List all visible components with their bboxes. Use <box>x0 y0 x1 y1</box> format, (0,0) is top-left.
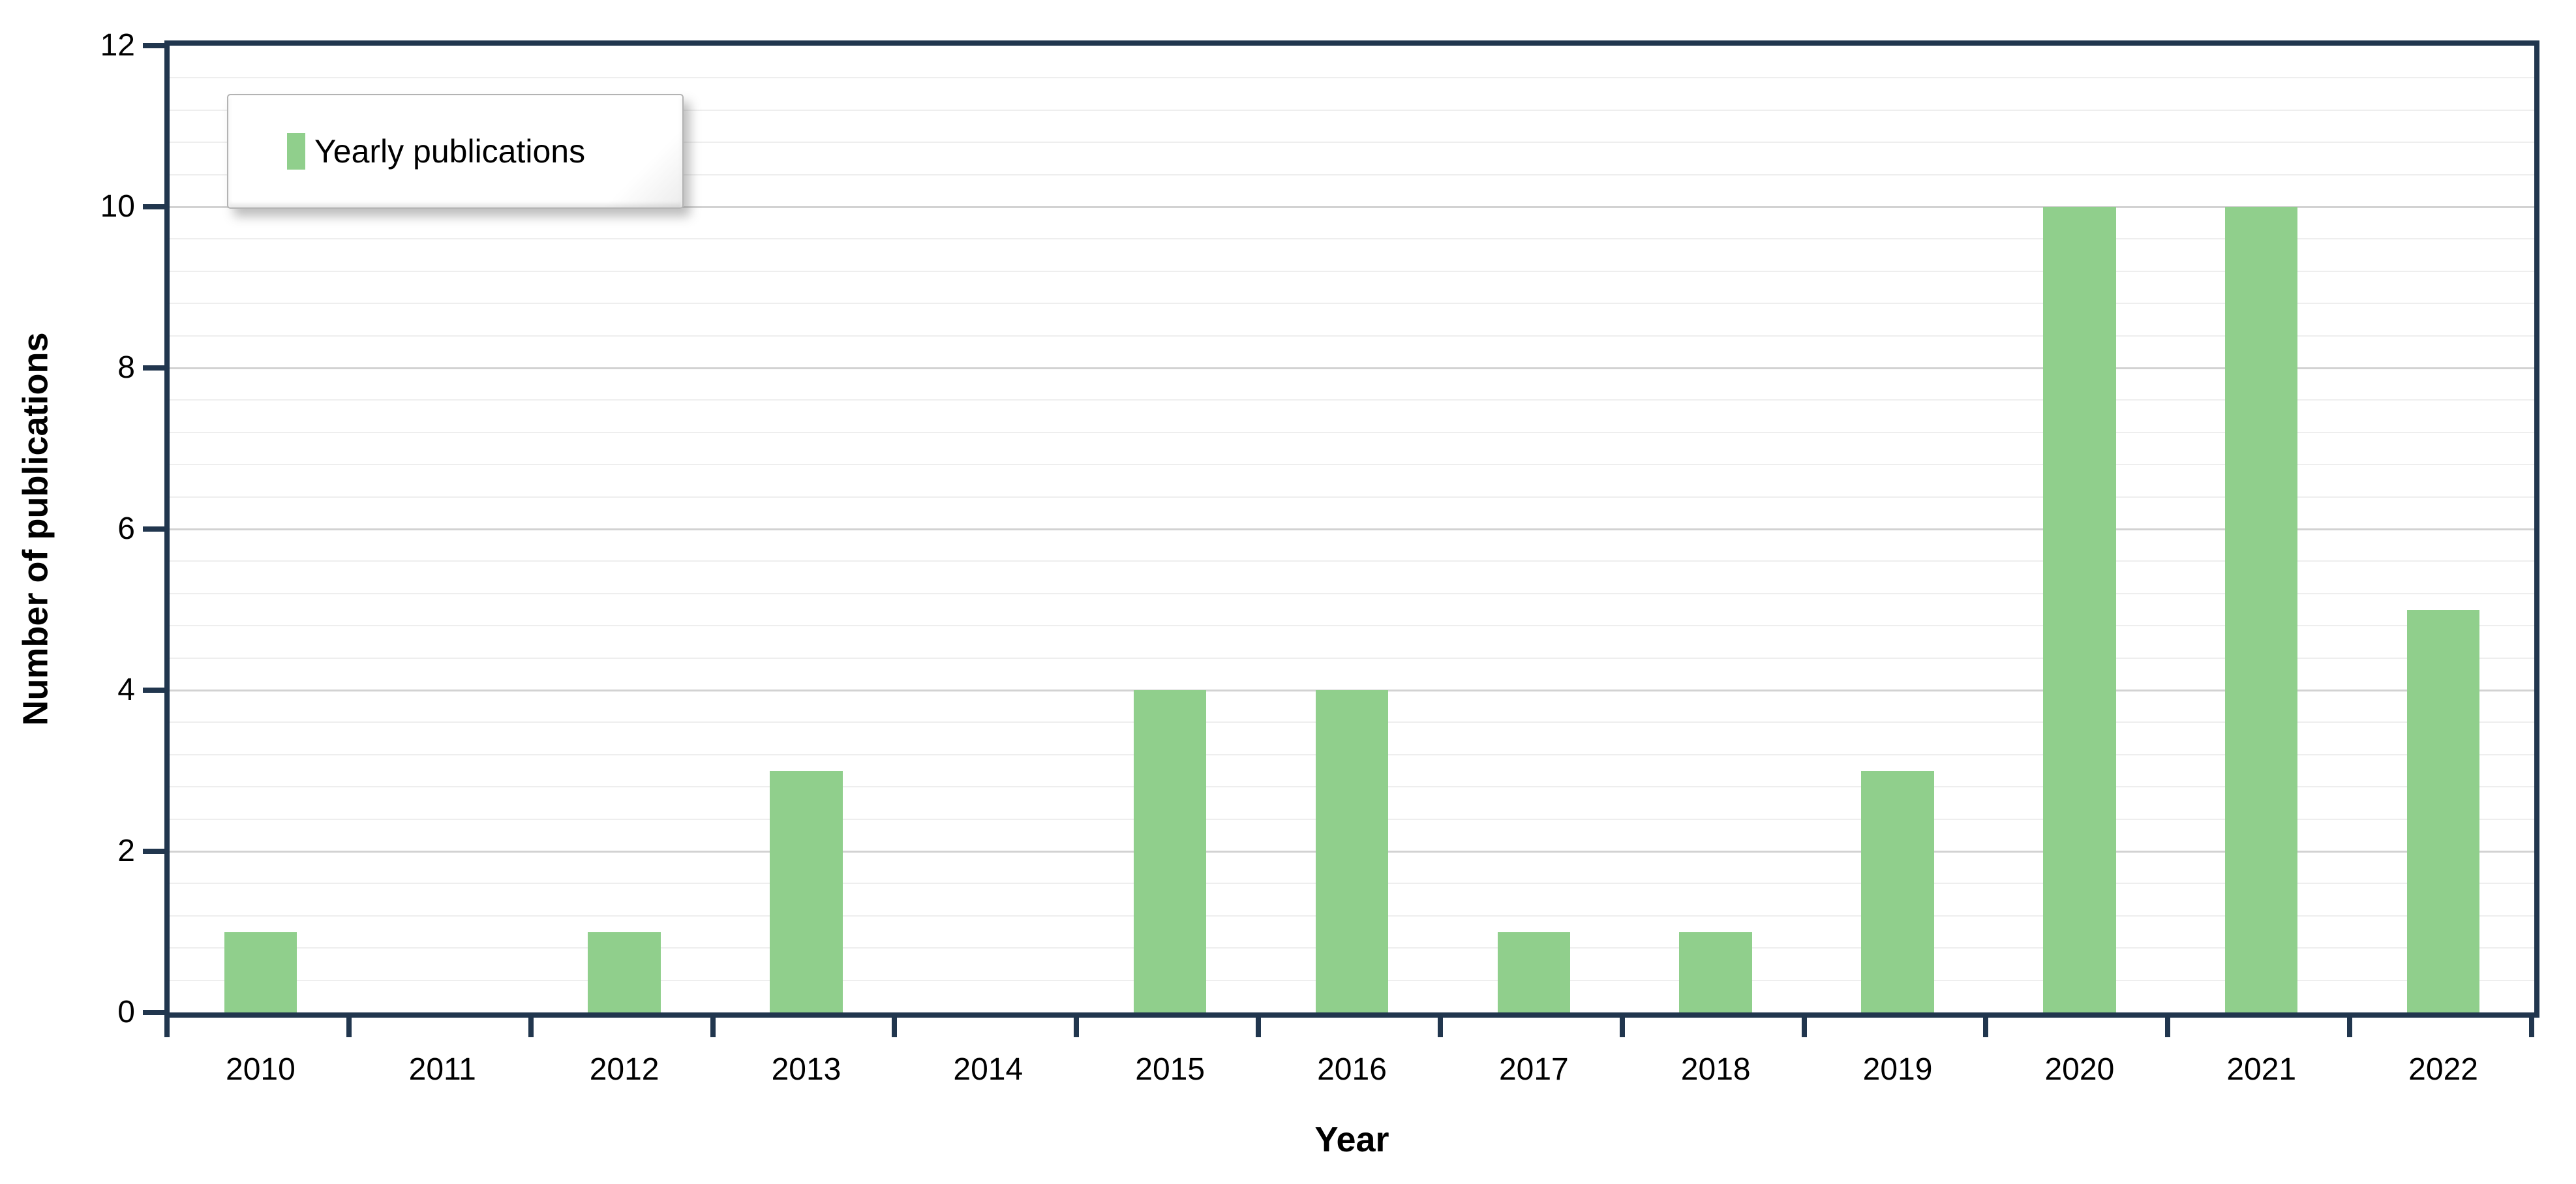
x-axis-tick-mark <box>164 1016 170 1037</box>
y-axis-tick-label: 4 <box>117 673 135 707</box>
x-axis-tick-label: 2020 <box>2044 1052 2115 1087</box>
minor-gridline <box>170 142 2534 144</box>
y-axis-tick-mark <box>143 1010 168 1015</box>
minor-gridline <box>170 431 2534 433</box>
bar-2019 <box>1861 770 1934 1012</box>
x-axis-tick-mark <box>346 1016 352 1037</box>
bar-2010 <box>224 932 297 1012</box>
legend-series-marker-icon <box>287 133 305 170</box>
y-axis-tick-label: 6 <box>117 511 135 546</box>
bar-2015 <box>1133 690 1207 1012</box>
major-gridline <box>170 205 2534 208</box>
y-axis-tick-label: 2 <box>117 834 135 868</box>
minor-gridline <box>170 77 2534 79</box>
minor-gridline <box>170 625 2534 627</box>
major-gridline <box>170 528 2534 530</box>
minor-gridline <box>170 174 2534 175</box>
minor-gridline <box>170 496 2534 498</box>
y-axis-tick-mark <box>143 43 168 48</box>
minor-gridline <box>170 109 2534 111</box>
minor-gridline <box>170 399 2534 401</box>
bar-2016 <box>1315 690 1389 1012</box>
minor-gridline <box>170 303 2534 305</box>
y-axis-tick-mark <box>143 365 168 371</box>
y-axis-tick-label: 0 <box>117 995 135 1029</box>
x-axis-tick-mark <box>528 1016 534 1037</box>
plot-area: Yearly publications <box>164 40 2539 1018</box>
bar-2017 <box>1497 932 1571 1012</box>
legend: Yearly publications <box>227 94 684 209</box>
x-axis-tick-mark <box>1983 1016 1989 1037</box>
x-axis-tick-label: 2022 <box>2408 1052 2478 1087</box>
x-axis-tick-label: 2013 <box>771 1052 841 1087</box>
y-axis-tick-label: 12 <box>100 28 135 63</box>
x-axis-tick-mark <box>1074 1016 1080 1037</box>
minor-gridline <box>170 270 2534 272</box>
x-axis-tick-mark <box>1619 1016 1625 1037</box>
x-axis-tick-label: 2014 <box>953 1052 1023 1087</box>
y-axis-tick-label: 10 <box>100 189 135 224</box>
x-axis-tick-mark <box>1256 1016 1262 1037</box>
bar-2022 <box>2406 609 2480 1012</box>
x-axis-tick-mark <box>892 1016 898 1037</box>
minor-gridline <box>170 657 2534 659</box>
x-axis-tick-label: 2012 <box>589 1052 659 1087</box>
x-axis-tick-label: 2010 <box>226 1052 295 1087</box>
y-axis-tick-mark <box>143 526 168 532</box>
y-axis-tick-mark <box>143 204 168 209</box>
minor-gridline <box>170 464 2534 466</box>
x-axis-tick-mark <box>2347 1016 2353 1037</box>
x-axis-tick-label: 2017 <box>1498 1052 1569 1087</box>
x-axis-tick-label: 2016 <box>1317 1052 1387 1087</box>
bar-2018 <box>1679 932 1752 1012</box>
bar-2013 <box>770 770 843 1012</box>
x-axis-tick-mark <box>2165 1016 2171 1037</box>
x-axis-tick-mark <box>2529 1016 2534 1037</box>
x-axis-tick-label: 2021 <box>2226 1052 2297 1087</box>
y-axis-tick-label: 8 <box>117 350 135 385</box>
bar-2012 <box>588 932 661 1012</box>
legend-series-label: Yearly publications <box>314 133 586 170</box>
y-axis-tick-mark <box>143 688 168 693</box>
x-axis-title-wrap: Year <box>170 1117 2534 1162</box>
minor-gridline <box>170 592 2534 594</box>
x-axis-tick-label: 2019 <box>1862 1052 1933 1087</box>
x-axis-tick-mark <box>1801 1016 1807 1037</box>
major-gridline <box>170 367 2534 369</box>
x-axis-tick-mark <box>1437 1016 1443 1037</box>
x-axis-tick-label: 2018 <box>1680 1052 1751 1087</box>
bar-2020 <box>2043 207 2116 1012</box>
x-axis-title: Year <box>1314 1120 1389 1159</box>
minor-gridline <box>170 335 2534 337</box>
minor-gridline <box>170 560 2534 562</box>
minor-gridline <box>170 238 2534 240</box>
x-axis-tick-mark <box>710 1016 716 1037</box>
bar-2021 <box>2224 207 2298 1012</box>
x-axis-tick-label: 2011 <box>408 1052 476 1087</box>
x-axis-tick-label: 2015 <box>1135 1052 1205 1087</box>
y-axis-tick-mark <box>143 849 168 854</box>
